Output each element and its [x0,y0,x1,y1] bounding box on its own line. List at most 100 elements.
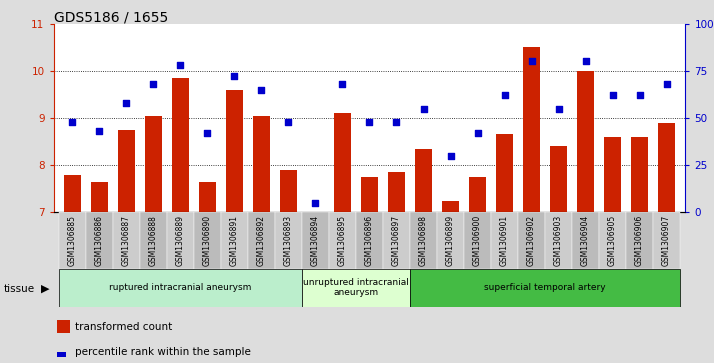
Text: GSM1306893: GSM1306893 [284,215,293,266]
Point [634,93,645,98]
Bar [545,212,572,269]
Point [363,119,376,125]
Bar [226,90,243,212]
Bar [302,269,410,307]
Bar [468,177,486,212]
Bar [140,212,167,269]
Bar [442,200,459,212]
Text: ruptured intracranial aneurysm: ruptured intracranial aneurysm [109,283,251,292]
Text: GSM1306888: GSM1306888 [149,215,158,266]
Text: unruptured intracranial
aneurysm: unruptured intracranial aneurysm [303,278,409,297]
Bar [167,212,194,269]
Text: tissue: tissue [4,284,35,294]
Bar [577,71,594,212]
Bar [275,212,302,269]
Point [553,106,564,111]
Point [499,93,511,98]
Bar [415,149,432,212]
Text: GSM1306899: GSM1306899 [446,215,455,266]
Bar [280,170,297,212]
Bar [388,172,406,212]
Bar [59,212,86,269]
Point [526,58,537,64]
Bar [59,269,302,307]
Bar [410,212,437,269]
Bar [437,212,464,269]
Bar [253,115,271,212]
Text: GSM1306889: GSM1306889 [176,215,185,266]
Point [580,58,591,64]
Text: GSM1306897: GSM1306897 [392,215,401,266]
Bar [464,212,491,269]
Bar [171,78,189,212]
Bar [221,212,248,269]
Bar [550,146,568,212]
Bar [91,182,109,212]
Text: ▶: ▶ [41,284,50,294]
Bar [356,212,383,269]
Bar [653,212,680,269]
Text: GSM1306896: GSM1306896 [365,215,374,266]
Point [66,119,78,125]
Text: GSM1306903: GSM1306903 [554,215,563,266]
Bar [113,212,140,269]
Bar [198,182,216,212]
Point [202,130,213,136]
Text: GSM1306890: GSM1306890 [203,215,212,266]
Bar [626,212,653,269]
Text: GSM1306887: GSM1306887 [122,215,131,266]
Bar [118,130,135,212]
Point [228,74,240,79]
Text: GSM1306900: GSM1306900 [473,215,482,266]
Text: GSM1306895: GSM1306895 [338,215,347,266]
Point [607,93,618,98]
Bar [604,137,621,212]
Bar [410,269,680,307]
Text: GSM1306891: GSM1306891 [230,215,239,266]
Bar [496,134,513,212]
Bar [658,123,675,212]
Bar [248,212,275,269]
Text: GSM1306894: GSM1306894 [311,215,320,266]
Text: GSM1306905: GSM1306905 [608,215,617,266]
Bar [491,212,518,269]
Bar [523,47,540,212]
Text: transformed count: transformed count [75,322,172,332]
Text: GSM1306907: GSM1306907 [662,215,671,266]
Bar [383,212,410,269]
Bar [302,212,329,269]
Point [445,153,456,159]
Bar [361,177,378,212]
Text: GSM1306892: GSM1306892 [257,215,266,266]
Point [472,130,483,136]
Point [121,100,132,106]
Point [661,81,673,87]
Point [148,81,159,87]
Text: GSM1306902: GSM1306902 [527,215,536,266]
Point [175,62,186,68]
Text: percentile rank within the sample: percentile rank within the sample [75,347,251,357]
Bar [518,212,545,269]
Point [94,128,105,134]
Point [256,87,267,93]
Point [310,200,321,206]
Text: GSM1306901: GSM1306901 [500,215,509,266]
Text: GDS5186 / 1655: GDS5186 / 1655 [54,11,168,25]
Point [391,119,402,125]
Text: GSM1306898: GSM1306898 [419,215,428,266]
Text: GSM1306904: GSM1306904 [581,215,590,266]
Bar [329,212,356,269]
Bar [599,212,626,269]
Bar [64,175,81,212]
Bar [194,212,221,269]
Bar [145,115,162,212]
Point [283,119,294,125]
Bar [572,212,599,269]
Text: superficial temporal artery: superficial temporal artery [484,283,606,292]
Text: GSM1306885: GSM1306885 [68,215,77,266]
Bar [333,113,351,212]
Bar [630,137,648,212]
Text: GSM1306906: GSM1306906 [635,215,644,266]
Point [337,81,348,87]
Bar [86,212,113,269]
